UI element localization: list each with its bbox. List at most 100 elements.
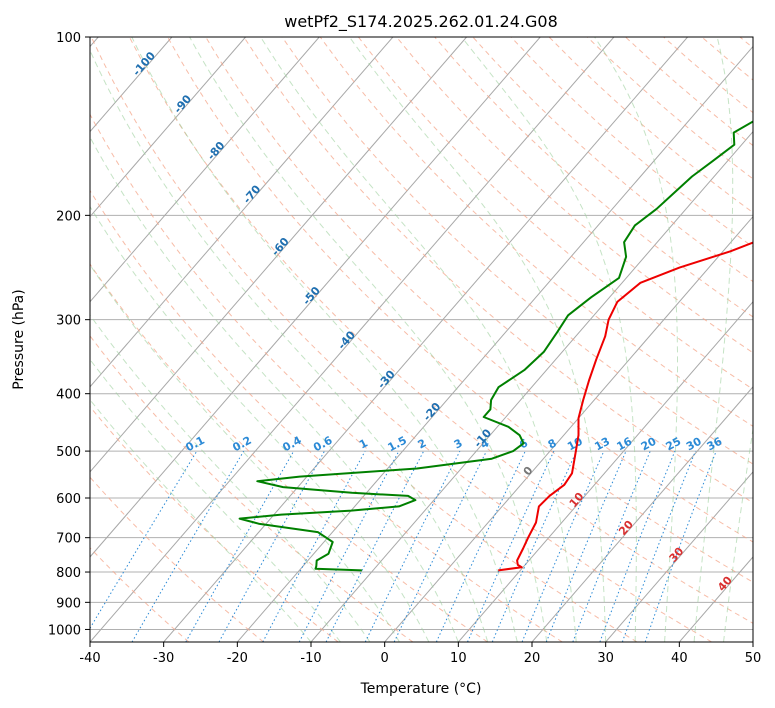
isotherm-label: -10 <box>471 426 494 450</box>
warm-isotherm-label: 40 <box>715 574 735 594</box>
y-axis-title: Pressure (hPa) <box>11 289 27 389</box>
mixing-ratio-label: 25 <box>664 435 684 454</box>
chart-title: wetPf2_S174.2025.262.01.24.G08 <box>284 12 558 32</box>
isotherm-line <box>163 37 688 642</box>
isotherm-line <box>90 37 246 218</box>
mixing-ratio-line <box>364 450 461 642</box>
mixing-ratio-line <box>545 450 627 642</box>
x-tick-label: -30 <box>153 651 174 666</box>
mixing-ratio-line <box>435 450 526 642</box>
isotherm-label: -90 <box>171 92 194 116</box>
dry-adiabat <box>358 37 753 390</box>
mixing-ratio-label: 2 <box>416 436 429 451</box>
x-tick-label: -10 <box>300 651 321 666</box>
moist-adiabat <box>461 37 637 642</box>
mixing-ratio-label: 13 <box>592 435 612 454</box>
dry-adiabat <box>90 335 414 642</box>
y-tick-label: 500 <box>56 445 81 460</box>
isotherm-line <box>457 300 753 642</box>
profiles <box>238 120 753 572</box>
mixing-ratio-line <box>644 450 717 642</box>
isotherm-label: -40 <box>335 328 358 352</box>
x-tick-label: 10 <box>450 651 467 666</box>
y-tick-label: 400 <box>56 388 81 403</box>
moist-adiabat <box>90 205 430 642</box>
isotherm-line <box>678 556 753 642</box>
isotherm-line <box>384 215 753 642</box>
dry-adiabat <box>243 37 753 504</box>
dry-adiabat <box>739 37 753 49</box>
moist-adiabat <box>594 37 678 642</box>
isotherm-label: -20 <box>421 400 444 424</box>
dry-adiabat <box>90 263 488 642</box>
isotherm-line <box>752 641 753 642</box>
mixing-ratio-label: 36 <box>705 435 725 454</box>
isotherm-label: -70 <box>241 182 264 206</box>
isotherm-line <box>531 386 753 642</box>
x-tick-label: -20 <box>227 651 248 666</box>
moist-adiabat <box>131 37 518 642</box>
y-tick-label: 900 <box>56 596 81 611</box>
moist-adiabat <box>752 638 753 642</box>
isotherm-label: -60 <box>269 235 292 259</box>
isotherm-line <box>90 37 541 558</box>
dry-adiabat <box>396 37 753 354</box>
mixing-ratio-label: 20 <box>639 435 659 454</box>
moist-adiabat <box>90 136 459 642</box>
mixing-ratio-label: 1 <box>357 436 370 451</box>
x-tick-label: 20 <box>524 651 541 666</box>
x-axis: -40 -30 -20 -10 0 10 20 30 40 50 <box>79 642 761 666</box>
y-tick-label: 200 <box>56 209 81 224</box>
dry-adiabat <box>128 37 753 624</box>
moist-adiabat <box>90 314 371 642</box>
warm-isotherm-label: 20 <box>616 518 636 538</box>
isotherm-line <box>236 45 753 642</box>
mixing-ratio-label: 3 <box>452 436 465 451</box>
moist-adiabat <box>189 37 548 642</box>
x-tick-label: -40 <box>79 651 100 666</box>
mixing-ratio-line <box>218 450 325 642</box>
moist-adiabat <box>90 398 312 642</box>
isotherm-line <box>90 37 467 473</box>
y-tick-label: 1000 <box>48 623 81 638</box>
mixing-ratio-line <box>599 450 676 642</box>
isotherm-label: -80 <box>205 139 228 163</box>
x-tick-label: 40 <box>671 651 688 666</box>
dry-adiabat <box>472 37 753 283</box>
y-tick-label: 600 <box>56 492 81 507</box>
mixing-ratio-label: 10 <box>565 435 585 454</box>
isotherm-line <box>90 37 394 388</box>
background-lines <box>90 37 753 642</box>
moist-adiabat <box>260 37 577 642</box>
temperature-line <box>498 241 753 572</box>
dry-adiabat <box>90 405 339 642</box>
isotherm-line <box>605 471 753 642</box>
x-tick-label: 30 <box>597 651 614 666</box>
dry-adiabat <box>701 37 753 81</box>
moist-adiabat <box>349 37 607 642</box>
moist-adiabat <box>693 37 734 642</box>
isotherm-line <box>90 37 320 303</box>
y-tick-label: 700 <box>56 532 81 547</box>
dry-adiabat <box>281 37 753 465</box>
plot-frame <box>89 36 754 643</box>
isotherm-label: -100 <box>130 49 158 79</box>
mixing-ratio-label: 16 <box>615 435 635 454</box>
y-tick-label: 800 <box>56 566 81 581</box>
y-tick-label: 300 <box>56 314 81 329</box>
moist-adiabat <box>90 358 341 642</box>
mixing-ratio-line <box>262 450 366 642</box>
x-tick-label: 50 <box>745 651 762 666</box>
mixing-ratio-line <box>572 450 651 642</box>
moist-adiabat <box>90 49 489 642</box>
y-tick-label: 100 <box>56 31 81 46</box>
dry-adiabat <box>90 37 712 642</box>
mixing-ratio-line <box>521 450 605 642</box>
moist-adiabat <box>90 263 400 642</box>
mixing-ratio-line <box>467 450 555 642</box>
mixing-ratio-line <box>90 450 198 630</box>
isotherm-line <box>90 37 615 642</box>
x-axis-title: Temperature (°C) <box>360 681 482 697</box>
x-tick-label: 0 <box>381 651 389 666</box>
